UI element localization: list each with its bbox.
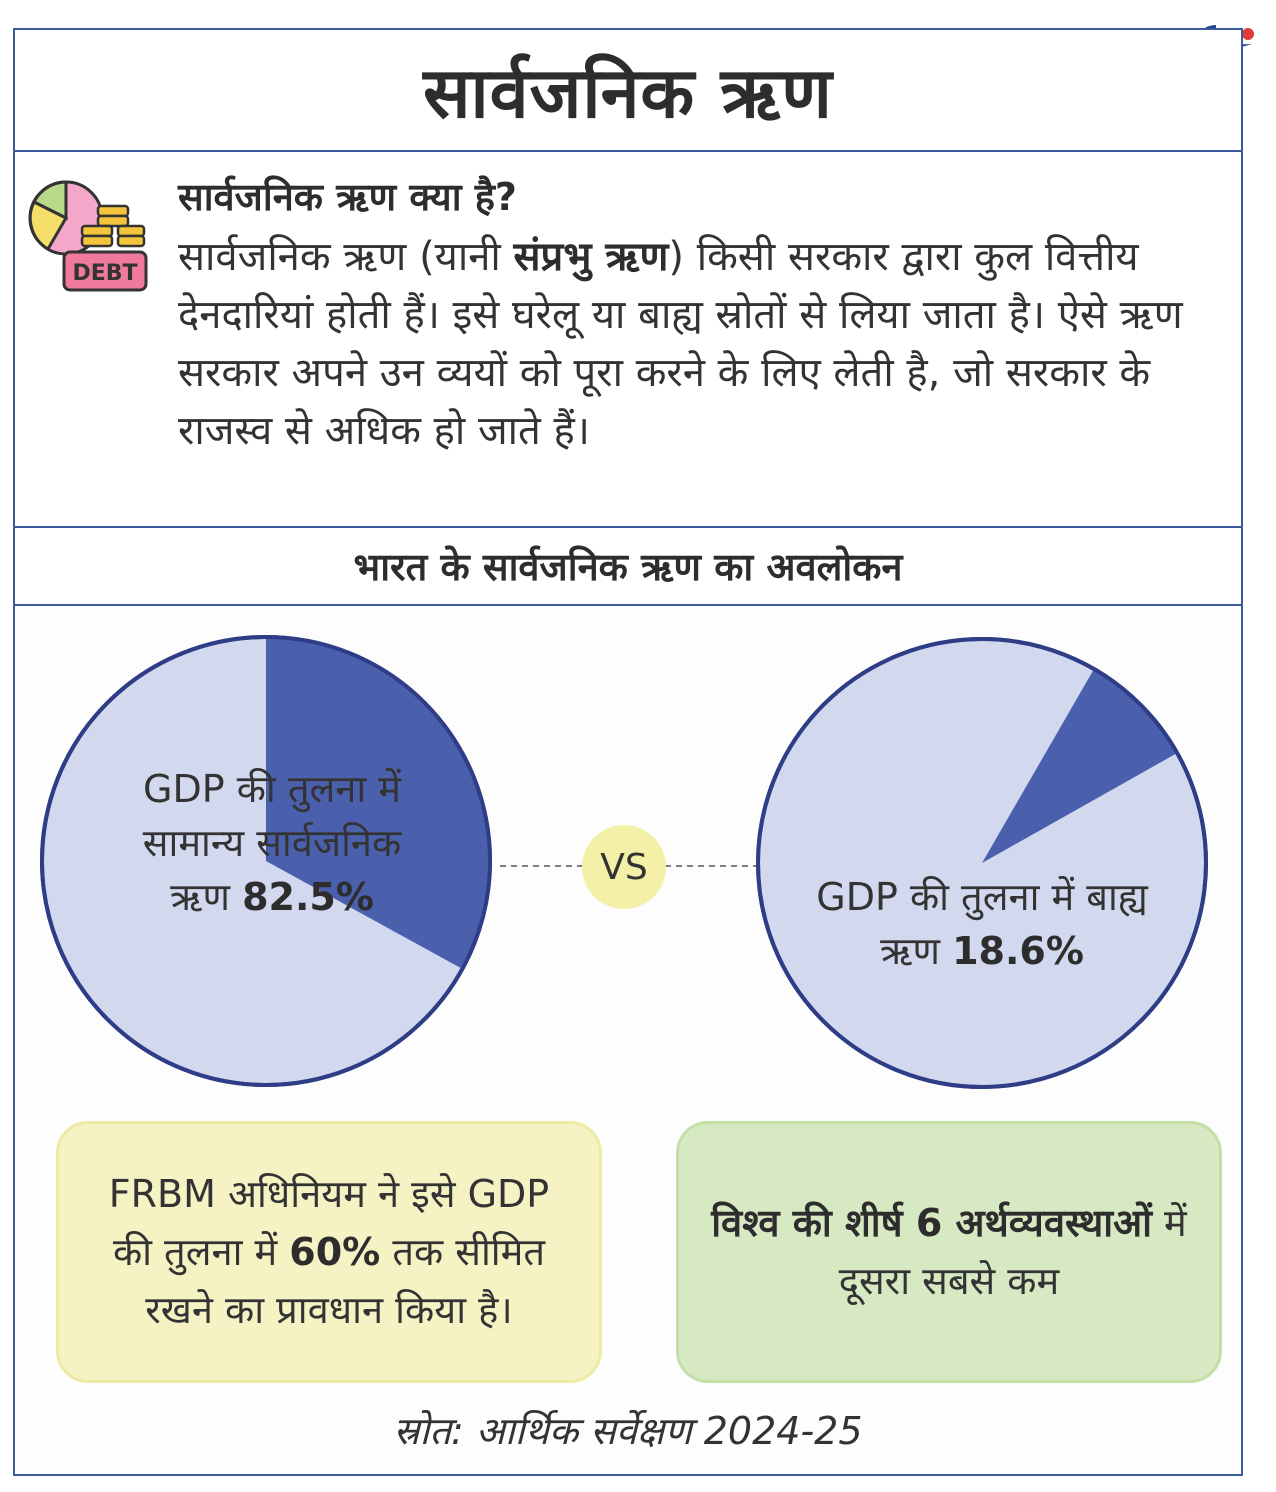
pie-right-label-text: GDP की तुलना में बाह्य ऋण: [816, 875, 1148, 973]
definition-body-before: सार्वजनिक ऋण (यानी: [178, 234, 514, 280]
debt-icon-label: DEBT: [72, 261, 137, 286]
frbm-text-after: तक सीमित रखने का प्रावधान किया है।: [145, 1230, 546, 1332]
pie-right-value: 18.6%: [952, 929, 1084, 973]
pie-left-label: GDP की तुलना में सामान्य सार्वजनिक ऋण 82…: [112, 762, 432, 924]
pie-left-label-text: GDP की तुलना में सामान्य सार्वजनिक ऋण: [142, 767, 402, 919]
rank-box: विश्व की शीर्ष 6 अर्थव्यवस्थाओं में दूसर…: [676, 1121, 1222, 1383]
frbm-bold: 60%: [289, 1230, 381, 1274]
pie-right-label: GDP की तुलना में बाह्य ऋण 18.6%: [802, 870, 1162, 978]
frbm-box: FRBM अधिनियम ने इसे GDP की तुलना में 60%…: [56, 1121, 602, 1383]
page-title: सार्वजनिक ऋण: [423, 52, 833, 134]
frbm-box-text: FRBM अधिनियम ने इसे GDP की तुलना में 60%…: [85, 1165, 573, 1339]
divider: [13, 150, 1243, 152]
debt-icon: DEBT: [28, 180, 148, 292]
definition-body-after: ) किसी सरकार द्वारा कुल वित्तीय देनदारिय…: [178, 234, 1183, 454]
definition-heading: सार्वजनिक ऋण क्या है?: [178, 175, 517, 219]
definition-body-bold: संप्रभु ऋण: [513, 234, 669, 280]
source-note: स्रोत: आर्थिक सर्वेक्षण 2024-25: [393, 1409, 863, 1453]
vs-badge: VS: [582, 825, 666, 909]
rank-box-text: विश्व की शीर्ष 6 अर्थव्यवस्थाओं में दूसर…: [705, 1194, 1193, 1310]
frbm-text-before: FRBM अधिनियम ने इसे GDP की तुलना में: [108, 1172, 550, 1274]
pie-right-slice: [982, 669, 1178, 863]
rank-text-after: में दूसरा सबसे कम: [838, 1201, 1187, 1303]
pie-left-outline: [40, 635, 492, 1087]
definition-body: सार्वजनिक ऋण (यानी संप्रभु ऋण) किसी सरका…: [178, 228, 1233, 460]
divider: [13, 604, 1243, 606]
divider: [13, 526, 1243, 528]
pie-left-slice: [266, 637, 490, 969]
overview-heading: भारत के सार्वजनिक ऋण का अवलोकन: [353, 545, 903, 589]
pie-left-value: 82.5%: [242, 875, 374, 919]
rank-bold: विश्व की शीर्ष 6 अर्थव्यवस्थाओं: [711, 1201, 1152, 1245]
pie-right-outline: [756, 637, 1208, 1089]
